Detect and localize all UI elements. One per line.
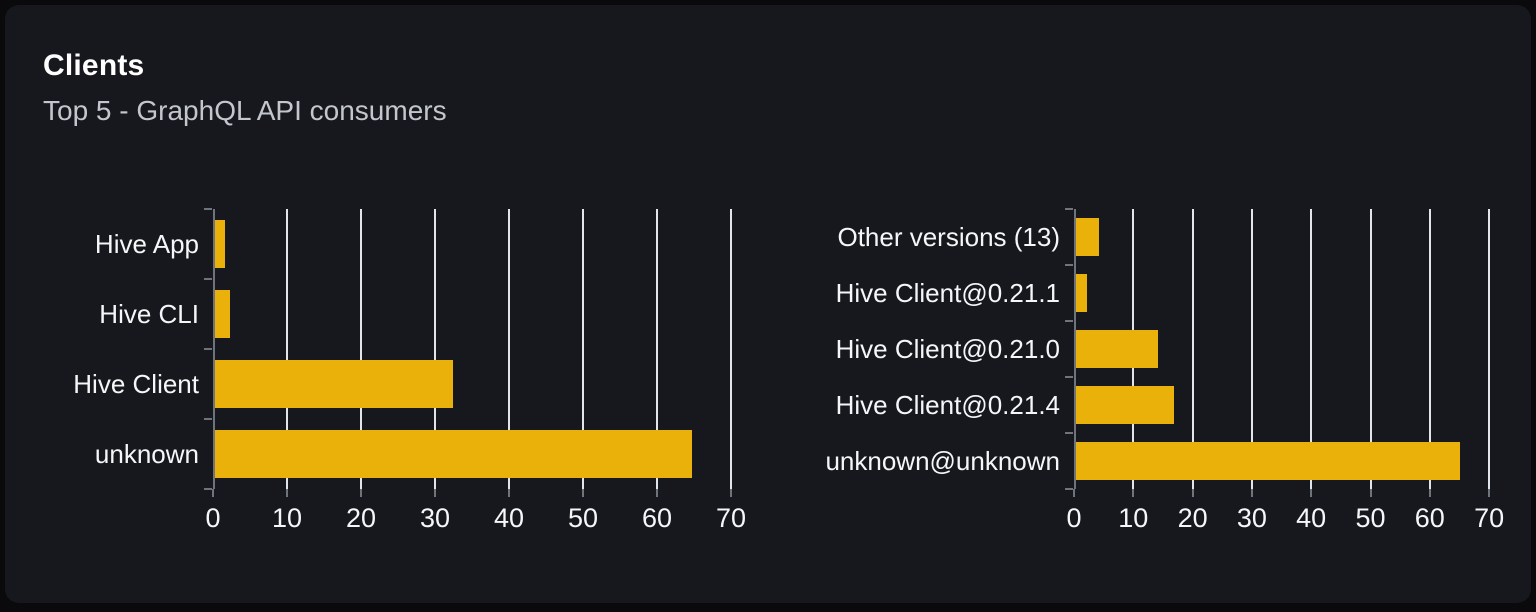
y-axis-tick	[1065, 264, 1073, 266]
x-axis-tick-60	[656, 489, 658, 497]
x-axis-label-70: 70	[1474, 503, 1505, 533]
card-subtitle: Top 5 - GraphQL API consumers	[43, 95, 447, 126]
x-axis-label-50: 50	[567, 503, 599, 533]
bar-hive-cli[interactable]	[215, 290, 230, 338]
gridline-10	[286, 209, 288, 489]
gridline-40	[508, 209, 510, 489]
x-axis-tick-70	[730, 489, 732, 497]
category-label-hive-client-0.21.4: Hive Client@0.21.4	[835, 389, 1060, 420]
bar-hive-client-0.21.1[interactable]	[1076, 274, 1088, 312]
x-axis-label-10: 10	[271, 503, 303, 533]
gridline-70	[730, 209, 732, 489]
category-label-hive-client: Hive Client	[73, 368, 199, 399]
x-axis-label-0: 0	[1066, 503, 1082, 533]
x-axis-tick-0	[1073, 489, 1075, 497]
gridline-30	[1250, 209, 1253, 489]
x-axis-label-40: 40	[493, 503, 525, 533]
y-axis-tick	[204, 418, 212, 420]
x-axis-label-60: 60	[1414, 503, 1445, 533]
category-label-hive-client-0.21.0: Hive Client@0.21.0	[835, 333, 1060, 364]
bar-hive-client-0.21.4[interactable]	[1076, 386, 1174, 424]
x-axis-tick-50	[1369, 489, 1372, 497]
clients-by-version-chart: 0 10 20 30 40 50 60 70 Other versions (13) Hive C…	[5, 5, 1531, 603]
y-axis-tick	[1065, 432, 1073, 434]
card-title: Clients	[43, 49, 145, 82]
y-axis-tick	[1065, 488, 1073, 490]
y-axis-tick	[1065, 376, 1073, 378]
x-axis-label-10: 10	[1118, 503, 1149, 533]
x-axis-label-60: 60	[641, 503, 673, 533]
gridline-20	[1191, 209, 1194, 489]
x-axis-label-20: 20	[1177, 503, 1208, 533]
bar-unknown[interactable]	[215, 430, 692, 478]
y-axis-line	[213, 209, 215, 489]
gridline-20	[360, 209, 362, 489]
bar-hive-app[interactable]	[215, 220, 226, 268]
x-axis-tick-10	[286, 489, 288, 497]
x-axis-tick-70	[1488, 489, 1491, 497]
y-axis-line	[1074, 209, 1076, 489]
bar-hive-client[interactable]	[215, 360, 454, 408]
x-axis-tick-10	[1132, 489, 1135, 497]
gridline-30	[434, 209, 436, 489]
x-axis-tick-50	[582, 489, 584, 497]
x-axis-label-0: 0	[205, 503, 221, 533]
category-label-other-versions-13-: Other versions (13)	[837, 221, 1060, 252]
gridline-60	[656, 209, 658, 489]
category-label-hive-cli: Hive CLI	[99, 298, 199, 329]
y-axis-tick	[204, 348, 212, 350]
x-axis-tick-30	[434, 489, 436, 497]
x-axis-tick-20	[1191, 489, 1194, 497]
y-axis-tick	[204, 278, 212, 280]
x-axis-label-20: 20	[345, 503, 377, 533]
x-axis-label-30: 30	[419, 503, 451, 533]
gridline-50	[1369, 209, 1372, 489]
plot-area: 0 10 20 30 40 50 60 70 Other versions (13) Hive C…	[825, 208, 1514, 533]
x-axis-tick-60	[1428, 489, 1431, 497]
clients-card: Clients Top 5 - GraphQL API consumers 0 1…	[5, 5, 1531, 603]
y-axis-tick	[1065, 208, 1073, 210]
bar-unknown-unknown[interactable]	[1076, 442, 1460, 480]
x-axis-label-30: 30	[1236, 503, 1267, 533]
gridline-50	[582, 209, 584, 489]
x-axis-tick-0	[212, 489, 214, 497]
category-label-unknown: unknown	[94, 438, 199, 469]
x-axis-tick-40	[1310, 489, 1313, 497]
gridline-60	[1428, 209, 1431, 489]
category-label-hive-client-0.21.1: Hive Client@0.21.1	[835, 277, 1060, 308]
x-axis-label-70: 70	[715, 503, 747, 533]
y-axis-tick	[1065, 320, 1073, 322]
category-label-unknown-unknown: unknown@unknown	[825, 445, 1060, 476]
x-axis-tick-30	[1250, 489, 1253, 497]
category-label-hive-app: Hive App	[94, 228, 199, 259]
bar-other-versions-13-[interactable]	[1076, 218, 1100, 256]
x-axis-label-40: 40	[1296, 503, 1327, 533]
x-axis-tick-40	[508, 489, 510, 497]
y-axis-tick	[204, 208, 212, 210]
y-axis-tick	[204, 488, 212, 490]
gridline-40	[1310, 209, 1313, 489]
plot-area: 0 10 20 30 40 50 60 70 Hive App Hive CLI Hive Clie…	[73, 208, 746, 533]
x-axis-tick-20	[360, 489, 362, 497]
bar-hive-client-0.21.0[interactable]	[1076, 330, 1159, 368]
gridline-70	[1488, 209, 1491, 489]
clients-by-name-chart: 0 10 20 30 40 50 60 70 Hive App Hive CLI Hive Clie…	[5, 5, 1531, 603]
x-axis-label-50: 50	[1355, 503, 1386, 533]
